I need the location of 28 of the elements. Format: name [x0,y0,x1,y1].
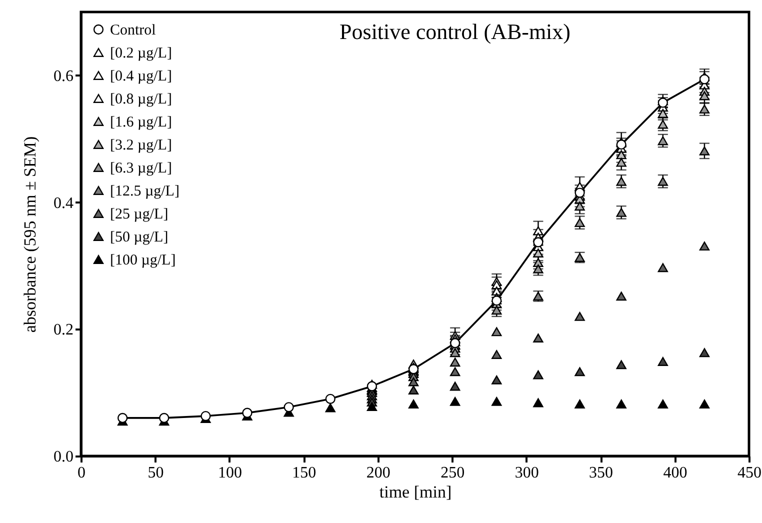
legend-label: Control [110,22,156,38]
x-tick-label: 300 [514,464,539,482]
legend-label: [0.2 µg/L] [110,46,172,62]
x-axis-title: time [min] [379,482,452,502]
legend-label: [0.4 µg/L] [110,68,172,84]
x-tick-label: 150 [292,464,316,482]
legend-label: [12.5 µg/L] [110,184,180,200]
y-tick-label: 0.4 [54,194,74,212]
legend-label: [1.6 µg/L] [110,114,172,130]
legend-label: [0.8 µg/L] [110,92,172,108]
y-tick-label: 0.6 [54,68,74,85]
x-tick-label: 450 [738,464,762,482]
x-tick-label: 0 [78,464,86,482]
x-tick-label: 100 [218,464,242,482]
x-tick-label: 250 [440,464,465,482]
legend-label: [6.3 µg/L] [110,160,172,176]
legend-label: [3.2 µg/L] [110,138,172,154]
legend-label: [25 µg/L] [110,206,168,222]
y-axis-title: absorbance (595 nm ± SEM) [20,136,40,333]
y-tick-label: 0.0 [54,448,74,466]
legend-label: [100 µg/L] [110,252,176,268]
chart-title: Positive control (AB-mix) [340,19,570,44]
x-tick-label: 400 [663,464,688,482]
x-tick-label: 350 [589,464,614,482]
x-tick-label: 200 [366,464,390,482]
x-tick-label: 50 [148,464,164,482]
legend-label: [50 µg/L] [110,230,168,246]
y-tick-label: 0.2 [54,322,74,339]
